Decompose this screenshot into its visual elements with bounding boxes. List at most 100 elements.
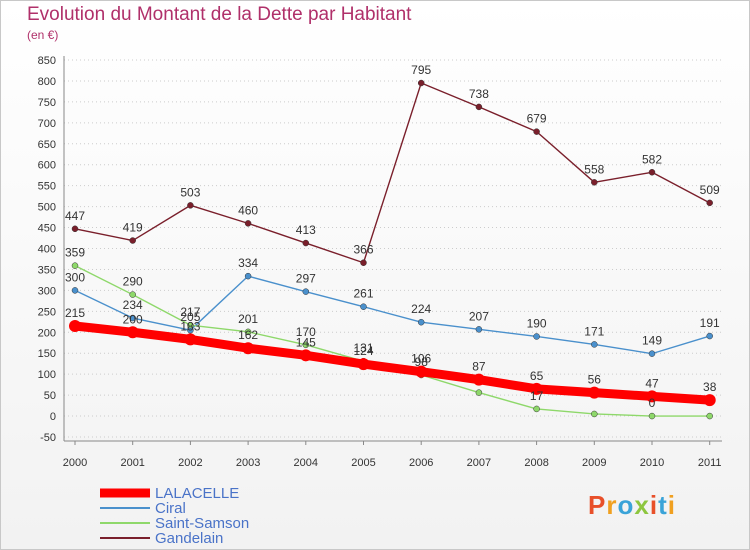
- point-saint-samson: [533, 405, 540, 413]
- y-tick-label: 700: [38, 118, 56, 130]
- data-label-lalacelle: 215: [65, 306, 85, 320]
- point-saint-samson: [129, 291, 136, 298]
- logo-letter: i: [667, 490, 676, 520]
- point-lalacelle: [415, 365, 428, 378]
- data-label-gandelain: 558: [584, 162, 604, 176]
- legend-label-lalacelle: LALACELLE: [155, 485, 239, 502]
- data-label-gandelain: 413: [296, 223, 316, 237]
- data-label-saint-samson: 217: [180, 305, 200, 319]
- y-tick-label: 400: [38, 244, 56, 256]
- y-tick-label: 550: [38, 181, 56, 193]
- data-label-gandelain: 447: [65, 209, 85, 223]
- data-label-ciral: 234: [123, 298, 143, 312]
- point-saint-samson: [187, 321, 194, 329]
- point-lalacelle: [184, 333, 197, 346]
- proxiti-logo: Proxiti: [588, 490, 676, 521]
- logo-letter: r: [606, 490, 618, 520]
- y-tick-label: 300: [38, 285, 56, 297]
- point-gandelain: [302, 239, 310, 247]
- data-label-ciral: 149: [642, 334, 662, 348]
- y-tick-label: 800: [38, 76, 56, 88]
- x-tick-label: 2001: [120, 457, 144, 469]
- y-tick-label: 850: [38, 55, 56, 67]
- point-gandelain: [71, 225, 79, 233]
- point-lalacelle: [472, 373, 485, 386]
- x-tick-label: 2002: [178, 457, 202, 469]
- y-tick-label: 200: [38, 327, 56, 339]
- point-lalacelle: [299, 349, 312, 362]
- point-ciral: [417, 318, 425, 326]
- point-ciral: [648, 350, 656, 357]
- point-lalacelle: [126, 326, 139, 339]
- y-tick-label: 350: [38, 264, 56, 276]
- data-label-lalacelle: 124: [353, 344, 373, 358]
- data-label-gandelain: 419: [123, 221, 143, 235]
- x-tick-label: 2011: [698, 457, 722, 469]
- y-tick-label: 650: [38, 139, 56, 151]
- point-gandelain: [648, 169, 656, 176]
- point-gandelain: [129, 237, 136, 244]
- x-tick-label: 2005: [351, 457, 375, 469]
- point-lalacelle: [242, 342, 255, 355]
- data-label-ciral: 297: [296, 272, 316, 286]
- point-lalacelle: [357, 358, 370, 371]
- data-label-saint-samson: 131: [353, 341, 373, 355]
- point-ciral: [475, 326, 483, 333]
- x-tick-label: 2004: [294, 457, 318, 469]
- data-label-ciral: 224: [411, 302, 431, 316]
- x-tick-label: 2000: [63, 457, 87, 469]
- point-gandelain: [244, 220, 252, 227]
- point-saint-samson: [71, 262, 79, 269]
- data-label-ciral: 171: [584, 324, 604, 338]
- logo-letter: x: [634, 490, 650, 520]
- y-tick-label: 100: [38, 369, 56, 381]
- logo-letter: P: [588, 490, 607, 520]
- logo-letter: i: [649, 490, 659, 520]
- y-tick-label: 500: [38, 202, 56, 214]
- data-label-gandelain: 366: [353, 243, 373, 257]
- x-tick-label: 2007: [467, 457, 491, 469]
- y-tick-label: 50: [44, 390, 56, 402]
- logo-letter: o: [617, 490, 635, 520]
- point-saint-samson: [706, 412, 713, 420]
- point-ciral: [591, 341, 598, 348]
- data-label-ciral: 261: [353, 287, 373, 301]
- data-label-lalacelle: 47: [645, 376, 659, 390]
- data-label-saint-samson: 290: [123, 275, 143, 289]
- chart-title: Evolution du Montant de la Dette par Hab…: [27, 4, 412, 25]
- logo-letter: t: [658, 490, 668, 520]
- data-label-saint-samson: 201: [238, 312, 258, 326]
- legend-label-saint-samson: Saint-Samson: [155, 515, 249, 532]
- chart-unit: (en €): [27, 28, 59, 42]
- data-label-lalacelle: 106: [411, 352, 431, 366]
- point-saint-samson: [475, 389, 483, 396]
- point-lalacelle: [530, 382, 543, 395]
- series-line-lalacelle: [70, 321, 715, 405]
- point-ciral: [71, 287, 79, 294]
- y-tick-label: 150: [38, 348, 56, 360]
- point-gandelain: [187, 202, 194, 209]
- point-saint-samson: [648, 412, 656, 420]
- data-label-saint-samson: 0: [649, 396, 656, 410]
- data-label-gandelain: 679: [527, 112, 547, 126]
- point-ciral: [533, 333, 540, 340]
- data-label-ciral: 205: [180, 310, 200, 324]
- point-ciral: [244, 272, 252, 280]
- data-label-gandelain: 795: [411, 63, 431, 77]
- x-tick-label: 2006: [409, 457, 433, 469]
- data-label-saint-samson: 359: [65, 246, 85, 260]
- point-gandelain: [475, 103, 483, 111]
- y-tick-label: 600: [38, 160, 56, 172]
- point-gandelain: [417, 79, 425, 87]
- point-lalacelle: [588, 386, 601, 399]
- data-label-ciral: 191: [700, 316, 720, 330]
- data-label-lalacelle: 87: [472, 360, 486, 374]
- data-label-gandelain: 509: [700, 183, 720, 197]
- point-gandelain: [360, 259, 367, 266]
- point-ciral: [302, 288, 310, 295]
- x-tick-label: 2010: [640, 457, 664, 469]
- data-label-gandelain: 503: [180, 185, 200, 199]
- data-label-lalacelle: 200: [123, 312, 143, 326]
- point-saint-samson: [302, 341, 310, 349]
- point-gandelain: [591, 179, 598, 186]
